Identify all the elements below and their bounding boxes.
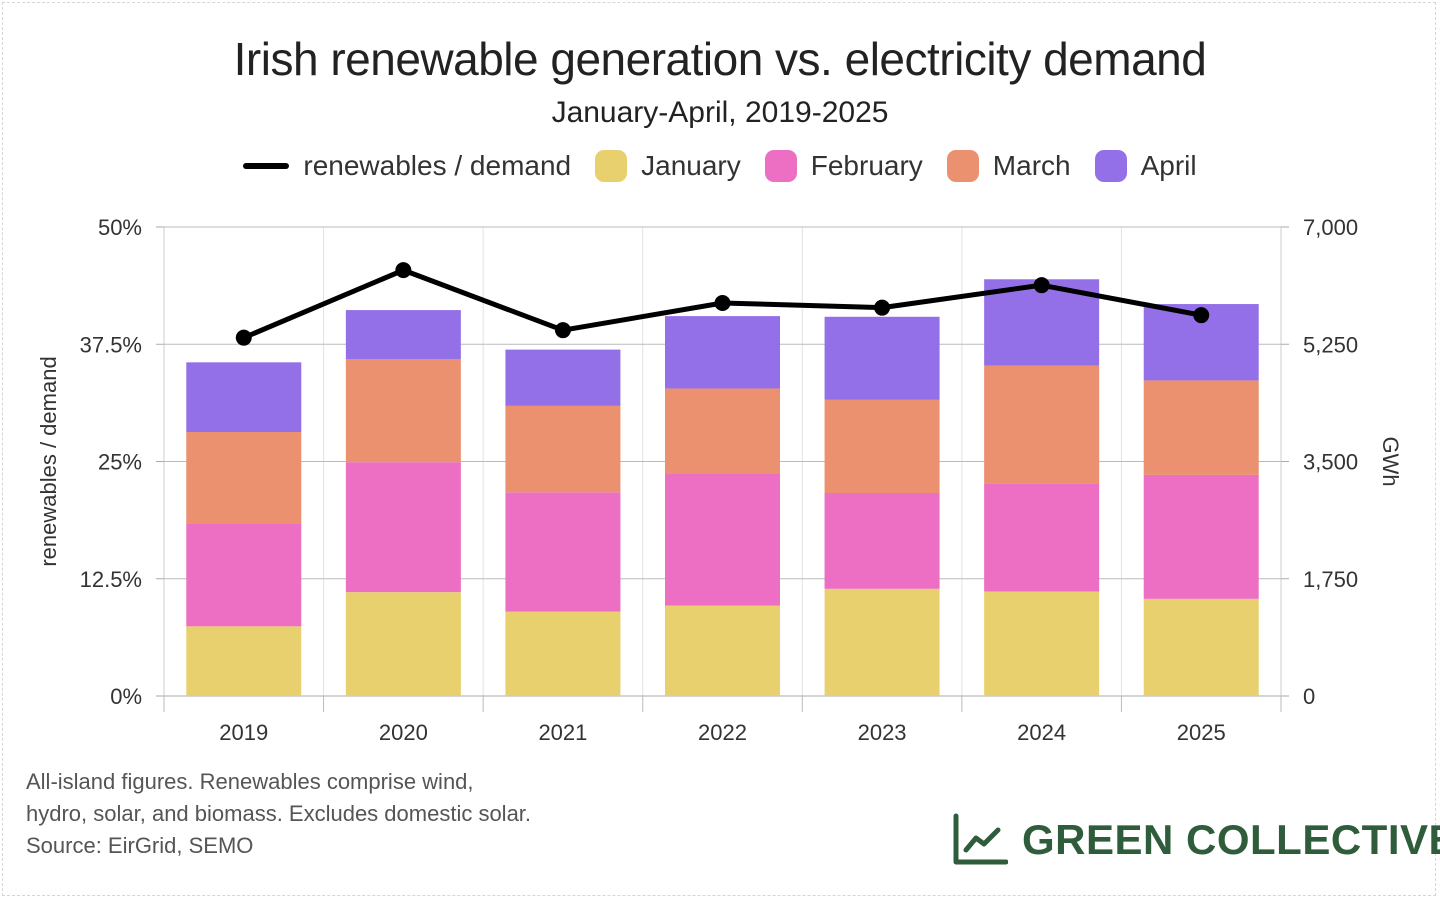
legend-item-january[interactable]: January: [595, 150, 741, 182]
x-tick-label: 2020: [379, 720, 428, 745]
bar-january-2022: [665, 605, 780, 696]
bar-march-2025: [1143, 380, 1259, 475]
y-tick-label-left: 12.5%: [80, 567, 142, 592]
line-point-2022: [714, 294, 731, 311]
y-tick-label-left: 0%: [110, 684, 142, 709]
line-point-2020: [395, 262, 412, 279]
bar-march-2024: [984, 365, 1100, 484]
bar-january-2023: [824, 588, 940, 696]
note-line: Source: EirGrid, SEMO: [26, 833, 254, 858]
bar-march-2021: [505, 405, 621, 493]
brand-logo: GREEN COLLECTIVE: [952, 812, 1440, 868]
legend-label-february: February: [810, 150, 923, 181]
legend-item-march[interactable]: March: [946, 150, 1071, 182]
bar-january-2024: [984, 591, 1100, 696]
y-tick-label-right: 1,750: [1303, 567, 1358, 592]
bar-february-2025: [1143, 474, 1259, 599]
line-point-2021: [554, 322, 571, 339]
line-point-2024: [1033, 277, 1050, 294]
legend-swatch-january: [595, 150, 628, 182]
x-tick-label: 2024: [1017, 720, 1066, 745]
bar-february-2024: [984, 483, 1100, 592]
bar-march-2020: [345, 358, 461, 463]
y-tick-label-right: 5,250: [1303, 332, 1358, 357]
legend-label-april: April: [1140, 150, 1197, 181]
y-tick-label-left: 50%: [98, 215, 142, 240]
bar-march-2022: [665, 388, 780, 474]
note-line: hydro, solar, and biomass. Excludes dome…: [26, 801, 532, 826]
bar-april-2020: [345, 310, 461, 359]
line-point-2019: [235, 329, 252, 346]
legend: renewables / demand January February Mar…: [0, 150, 1440, 182]
x-tick-label: 2021: [538, 720, 587, 745]
y-tick-label-right: 0: [1303, 684, 1315, 709]
bar-february-2022: [665, 473, 780, 606]
bar-march-2023: [824, 399, 940, 493]
note-line: All-island figures. Renewables comprise …: [26, 769, 474, 794]
bar-january-2020: [345, 592, 461, 696]
bar-january-2021: [505, 611, 621, 696]
line-point-2023: [874, 299, 891, 316]
bar-january-2019: [186, 626, 302, 696]
x-tick-label: 2022: [698, 720, 747, 745]
bar-april-2019: [186, 362, 302, 433]
y-axis-title-right: GWh: [1378, 436, 1403, 486]
legend-swatch-april: [1094, 150, 1127, 182]
logo-text: GREEN COLLECTIVE: [1022, 816, 1440, 863]
y-axis-title-left: renewables / demand: [36, 356, 61, 566]
legend-item-april[interactable]: April: [1094, 150, 1197, 182]
legend-item-line[interactable]: renewables / demand: [243, 150, 571, 182]
legend-label-march: March: [992, 150, 1071, 181]
legend-label-january: January: [641, 150, 741, 181]
legend-item-february[interactable]: February: [764, 150, 923, 182]
y-tick-label-right: 7,000: [1303, 215, 1358, 240]
x-tick-label: 2019: [219, 720, 268, 745]
x-tick-label: 2023: [858, 720, 907, 745]
bar-february-2023: [824, 492, 940, 589]
bar-april-2022: [665, 316, 780, 389]
chart-notes: All-island figures. Renewables comprise …: [26, 766, 531, 862]
legend-swatch-february: [764, 150, 797, 182]
legend-line-swatch: [243, 163, 290, 169]
bar-february-2020: [345, 462, 461, 593]
bar-march-2019: [186, 432, 302, 524]
chart-title: Irish renewable generation vs. electrici…: [233, 33, 1207, 85]
legend-swatch-march: [946, 150, 979, 182]
x-tick-label: 2025: [1177, 720, 1226, 745]
y-tick-label-right: 3,500: [1303, 450, 1358, 475]
bar-january-2025: [1143, 598, 1259, 696]
bar-february-2019: [186, 523, 302, 627]
y-tick-label-left: 25%: [98, 450, 142, 475]
bar-april-2023: [824, 316, 940, 400]
chart-subtitle: January-April, 2019-2025: [551, 96, 889, 129]
bar-february-2021: [505, 492, 621, 612]
legend-label-line: renewables / demand: [303, 150, 572, 181]
line-point-2025: [1193, 307, 1210, 324]
y-tick-label-left: 37.5%: [80, 332, 142, 357]
bar-april-2021: [505, 349, 621, 406]
line-chart-icon: [953, 813, 1008, 865]
